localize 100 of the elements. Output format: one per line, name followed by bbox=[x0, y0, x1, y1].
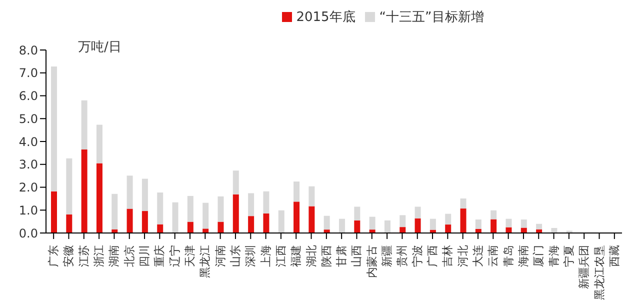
bar bbox=[187, 196, 194, 222]
x-tick-label: 山东 bbox=[228, 245, 242, 267]
x-tick-label: 厦门 bbox=[532, 245, 546, 267]
x-tick-label: 广西 bbox=[426, 245, 440, 267]
x-tick-label: 青岛 bbox=[502, 245, 515, 267]
x-tick-label: 深圳 bbox=[244, 245, 258, 267]
y-tick-label: 1.0 bbox=[18, 203, 38, 218]
bar bbox=[308, 206, 315, 233]
x-tick-label: 江西 bbox=[274, 245, 288, 267]
bar bbox=[520, 228, 527, 233]
bar bbox=[369, 216, 376, 230]
bar bbox=[400, 215, 406, 228]
bar bbox=[126, 176, 133, 209]
y-tick-label: 5.0 bbox=[18, 112, 38, 126]
x-tick-label: 浙江 bbox=[92, 245, 106, 267]
x-tick-label: 大连 bbox=[472, 245, 484, 267]
x-tick-label: 福建 bbox=[290, 245, 303, 267]
x-tick-label: 北京 bbox=[122, 245, 136, 267]
bar bbox=[324, 216, 330, 230]
bar bbox=[475, 220, 482, 229]
x-tick-label: 云南 bbox=[486, 245, 500, 267]
bar bbox=[354, 206, 360, 220]
bar bbox=[414, 218, 421, 233]
bar bbox=[232, 194, 239, 233]
bar bbox=[430, 218, 436, 230]
bar bbox=[294, 202, 300, 233]
bar bbox=[81, 150, 88, 233]
x-tick-label: 广东 bbox=[47, 245, 60, 267]
bar bbox=[536, 224, 542, 230]
x-tick-label: 山西 bbox=[350, 245, 364, 267]
bar bbox=[51, 66, 57, 192]
bar bbox=[112, 194, 118, 230]
bar bbox=[263, 191, 270, 214]
bar bbox=[202, 202, 209, 229]
bar bbox=[81, 100, 88, 150]
y-axis-title: 万吨/日 bbox=[78, 39, 122, 56]
x-tick-label: 宁夏 bbox=[562, 245, 576, 267]
y-tick-label: 4.0 bbox=[18, 134, 38, 149]
bar bbox=[520, 220, 527, 228]
x-tick-label: 安徽 bbox=[62, 245, 76, 267]
x-tick-label: 湖南 bbox=[108, 245, 121, 267]
bar bbox=[142, 211, 148, 233]
x-tick-label: 贵州 bbox=[396, 245, 409, 267]
x-tick-label: 河北 bbox=[456, 245, 470, 267]
bar bbox=[506, 218, 512, 228]
x-tick-label: 上海 bbox=[259, 245, 272, 267]
bar bbox=[96, 124, 102, 164]
x-tick-label: 天津 bbox=[184, 245, 196, 267]
y-tick-label: 2.0 bbox=[18, 180, 38, 195]
x-tick-label: 青海 bbox=[547, 245, 560, 267]
bar bbox=[248, 216, 254, 233]
x-tick-label: 黑龙江农垦 bbox=[592, 245, 606, 300]
bar bbox=[354, 220, 360, 233]
bar bbox=[126, 208, 133, 233]
y-tick-label: 8.0 bbox=[18, 43, 38, 58]
legend-label: 2015年底 bbox=[296, 10, 356, 25]
bar bbox=[202, 228, 209, 233]
x-tick-label: 河南 bbox=[214, 245, 227, 267]
x-tick-label: 宁波 bbox=[410, 245, 424, 267]
bar bbox=[218, 222, 224, 233]
bar bbox=[294, 182, 300, 202]
y-tick-label: 0.0 bbox=[18, 226, 38, 240]
x-tick-label: 江苏 bbox=[77, 245, 90, 267]
x-tick-label: 吉林 bbox=[441, 245, 454, 267]
bar bbox=[278, 210, 284, 233]
x-tick-label: 新疆 bbox=[380, 245, 394, 267]
y-tick-label: 7.0 bbox=[18, 66, 38, 80]
bar bbox=[96, 163, 102, 233]
bar bbox=[218, 196, 224, 222]
bar bbox=[445, 214, 452, 225]
bar bbox=[445, 224, 452, 233]
bar bbox=[400, 227, 406, 233]
bar bbox=[66, 158, 72, 214]
bar bbox=[339, 218, 345, 233]
y-tick-label: 3.0 bbox=[18, 158, 38, 172]
bar bbox=[460, 198, 466, 209]
bar bbox=[460, 208, 466, 233]
bar bbox=[66, 214, 72, 233]
x-tick-label: 内蒙古 bbox=[365, 245, 378, 278]
x-tick-label: 新疆兵团 bbox=[578, 245, 591, 289]
x-tick-label: 四川 bbox=[138, 245, 152, 267]
bar bbox=[263, 214, 270, 233]
y-tick-label: 6.0 bbox=[18, 89, 38, 104]
bar bbox=[308, 186, 315, 206]
bar bbox=[248, 193, 254, 216]
bar bbox=[414, 206, 421, 218]
bar bbox=[157, 192, 164, 224]
x-tick-label: 海南 bbox=[516, 245, 530, 267]
x-tick-label: 湖北 bbox=[304, 245, 318, 267]
bar bbox=[232, 170, 239, 194]
bar bbox=[157, 224, 164, 233]
bar bbox=[187, 222, 194, 233]
bar bbox=[172, 202, 178, 233]
bar bbox=[490, 219, 497, 233]
x-tick-label: 黑龙江 bbox=[198, 245, 212, 278]
bar bbox=[51, 191, 57, 233]
x-tick-label: 辽宁 bbox=[168, 245, 182, 267]
x-tick-label: 陕西 bbox=[320, 245, 333, 267]
bar bbox=[142, 178, 148, 212]
x-tick-label: 甘肃 bbox=[335, 245, 348, 267]
